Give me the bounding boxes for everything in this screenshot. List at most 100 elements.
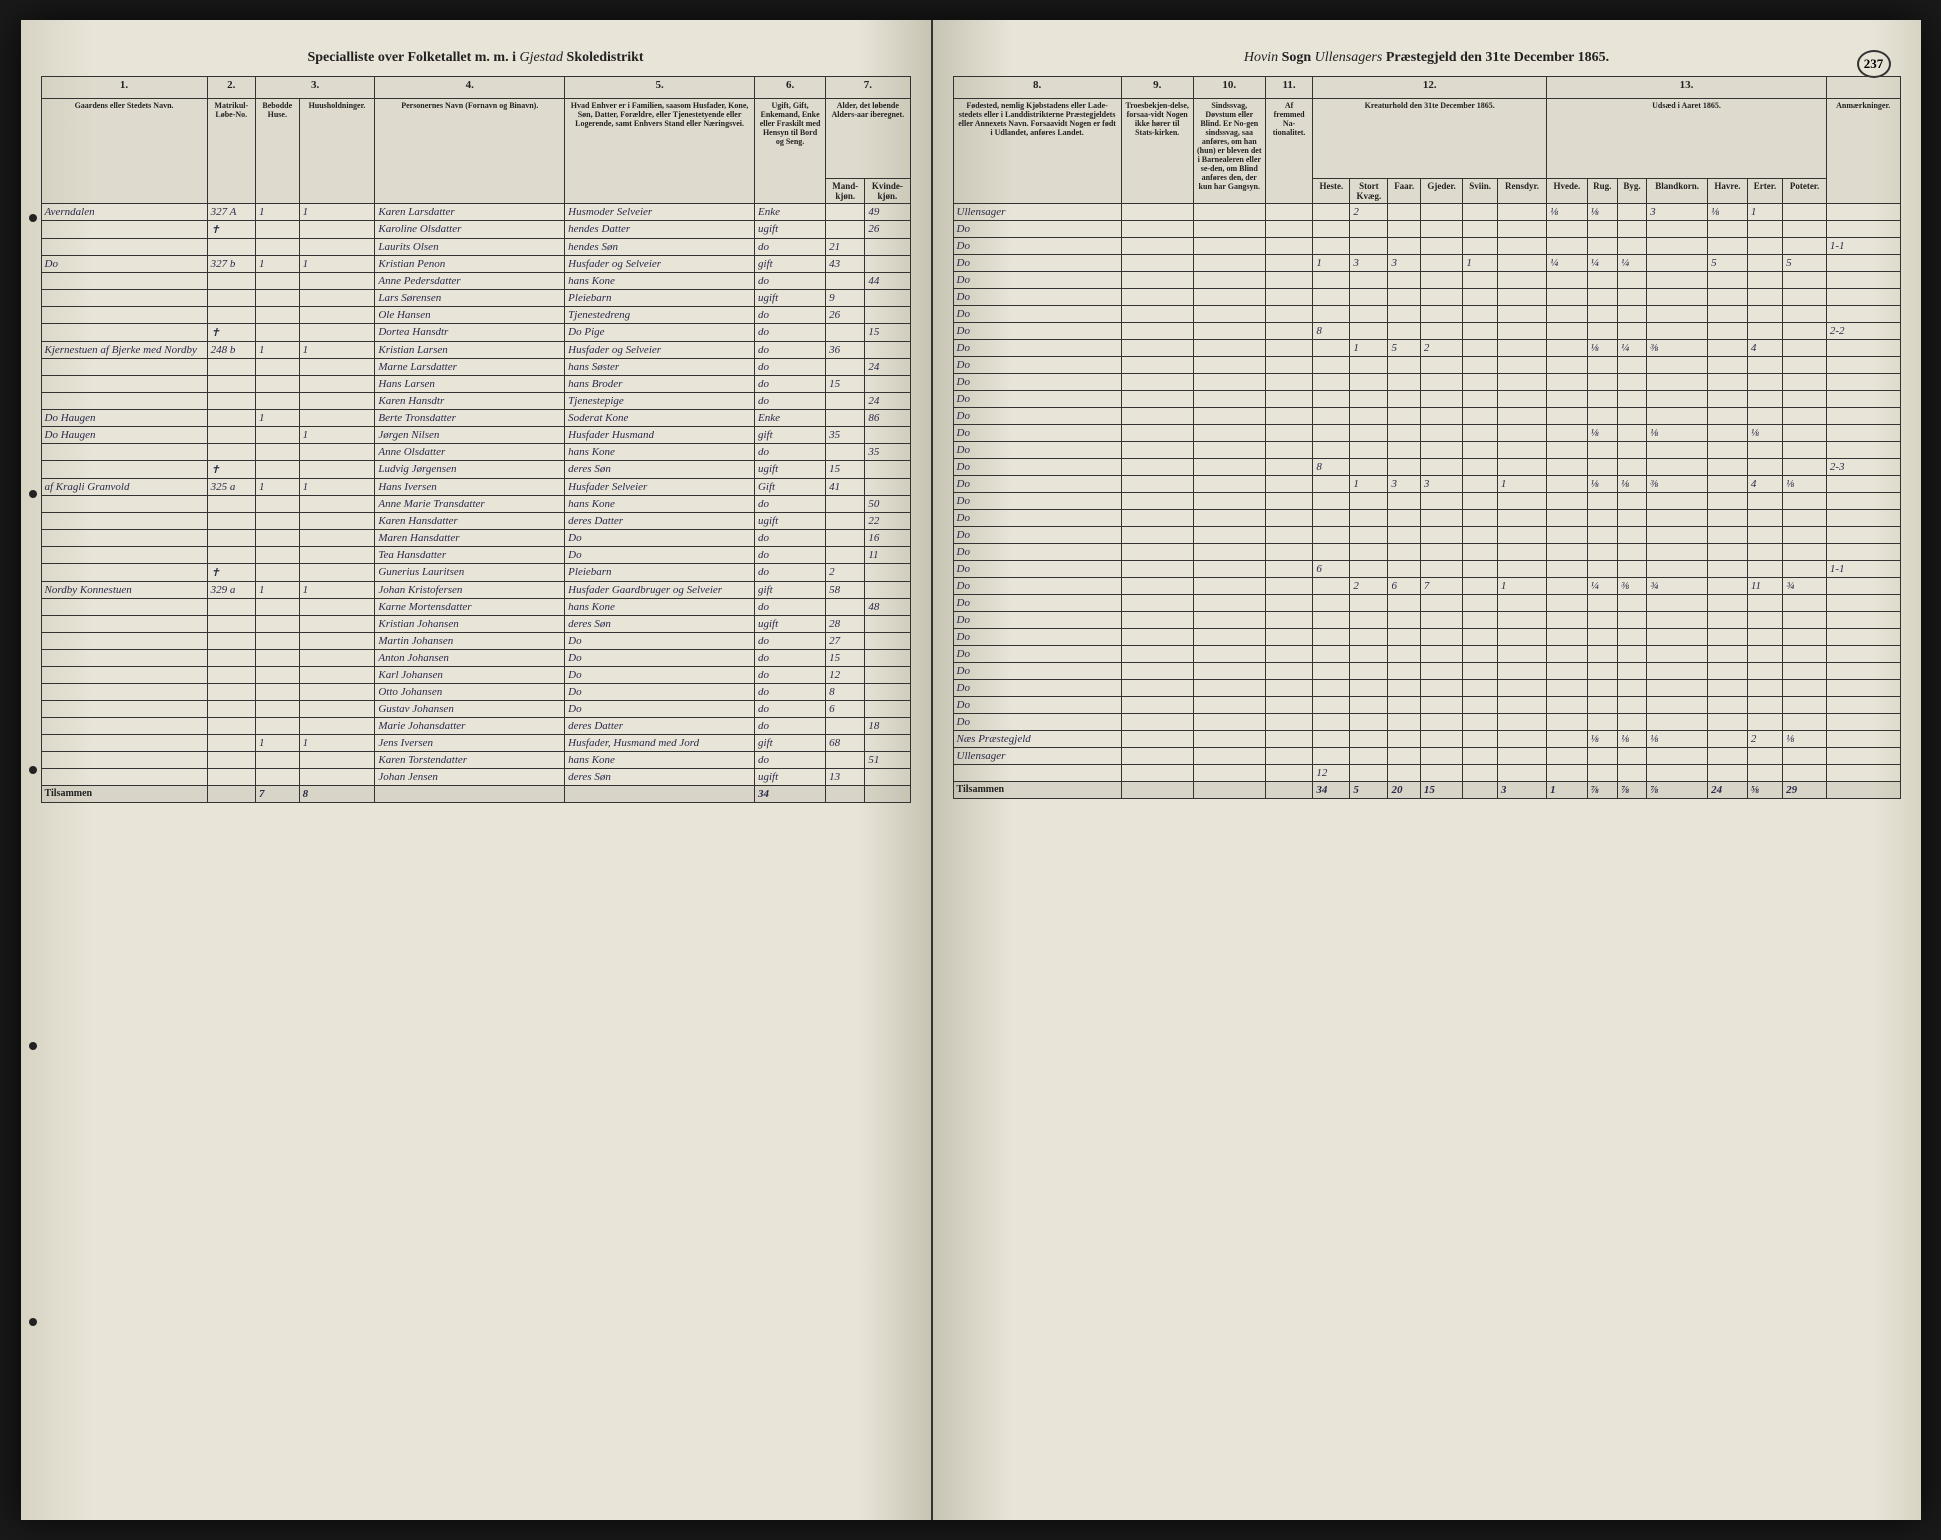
- cell-name: Marne Larsdatter: [375, 359, 565, 376]
- cell-c12-4: [1463, 748, 1498, 765]
- cell-r3: [1265, 493, 1313, 510]
- cell-c12-5: [1497, 714, 1546, 731]
- cell-c12-5: [1497, 510, 1546, 527]
- table-row: Do: [953, 612, 1900, 629]
- table-row: Do: [953, 289, 1900, 306]
- cell-c13-4: [1708, 578, 1748, 595]
- cell-r2: [1193, 408, 1265, 425]
- cell-hus: [255, 599, 299, 616]
- cell-mk: 41: [826, 479, 865, 496]
- cell-ann: [1826, 612, 1900, 629]
- fv3: 15: [1420, 782, 1463, 799]
- cell-c13-4: [1708, 612, 1748, 629]
- cell-c12-2: [1388, 391, 1420, 408]
- cell-c12-5: [1497, 731, 1546, 748]
- cell-c12-5: [1497, 408, 1546, 425]
- cell-c12-3: [1420, 646, 1463, 663]
- cell-c13-4: [1708, 357, 1748, 374]
- cell-c12-1: [1350, 374, 1388, 391]
- col8-num: 8.: [953, 77, 1121, 99]
- cell-c13-3: [1647, 357, 1708, 374]
- cell-place: [41, 307, 207, 324]
- cell-role: hendes Datter: [565, 221, 755, 239]
- cell-c12-4: [1463, 578, 1498, 595]
- cell-hh: [299, 616, 375, 633]
- table-row: Karl JohansenDodo12: [41, 667, 910, 684]
- table-row: af Kragli Granvold325 a11Hans IversenHus…: [41, 479, 910, 496]
- table-row: Johan Jensenderes Sønugift13: [41, 769, 910, 786]
- cell-c13-5: [1747, 221, 1782, 238]
- cell-ann: [1826, 578, 1900, 595]
- cell-r3: [1265, 561, 1313, 578]
- cell-r1: [1121, 238, 1193, 255]
- table-row: Laurits Olsenhendes Søndo21: [41, 239, 910, 256]
- cell-c12-4: [1463, 612, 1498, 629]
- cell-c13-0: [1547, 340, 1588, 357]
- cell-r3: [1265, 544, 1313, 561]
- cell-c12-5: [1497, 289, 1546, 306]
- cell-mk: 68: [826, 735, 865, 752]
- cell-r3: [1265, 442, 1313, 459]
- cell-mk: 13: [826, 769, 865, 786]
- cell-r0: Do: [953, 238, 1121, 255]
- cell-r2: [1193, 391, 1265, 408]
- left-page: Specialliste over Folketallet m. m. i Gj…: [21, 20, 933, 1520]
- cell-c12-0: 1: [1313, 255, 1350, 272]
- cell-c13-6: [1783, 323, 1827, 340]
- cell-mk: [826, 513, 865, 530]
- cell-c12-1: [1350, 221, 1388, 238]
- col5-head: Hvad Enhver er i Familien, saasom Husfad…: [565, 99, 755, 204]
- cell-c12-1: 2: [1350, 204, 1388, 221]
- table-row: Do1331¼¼¼55: [953, 255, 1900, 272]
- table-row: Karen HansdtrTjenestepigedo24: [41, 393, 910, 410]
- cell-r1: [1121, 459, 1193, 476]
- table-row: Anne Marie Transdatterhans Konedo50: [41, 496, 910, 513]
- cell-mno: 327 A: [207, 204, 255, 221]
- cell-r3: [1265, 340, 1313, 357]
- cell-r1: [1121, 680, 1193, 697]
- cell-name: Johan Jensen: [375, 769, 565, 786]
- cell-place: [41, 359, 207, 376]
- cell-c12-1: [1350, 459, 1388, 476]
- cell-c12-4: [1463, 731, 1498, 748]
- cell-place: [41, 735, 207, 752]
- cell-status: ugift: [754, 513, 825, 530]
- cell-mno: [207, 513, 255, 530]
- cell-role: Husfader Selveier: [565, 479, 755, 496]
- cell-status: do: [754, 718, 825, 735]
- cell-hus: 1: [255, 256, 299, 273]
- cell-c13-6: [1783, 748, 1827, 765]
- cell-c13-1: [1587, 595, 1617, 612]
- cell-mk: 2: [826, 564, 865, 582]
- cell-place: Nordby Konnestuen: [41, 582, 207, 599]
- cell-c12-4: [1463, 476, 1498, 493]
- cell-c12-0: [1313, 340, 1350, 357]
- cell-name: Karen Larsdatter: [375, 204, 565, 221]
- cell-c12-3: [1420, 544, 1463, 561]
- cell-name: Anne Pedersdatter: [375, 273, 565, 290]
- cell-kv: [865, 256, 910, 273]
- cell-r0: Do: [953, 391, 1121, 408]
- cell-c13-2: ¼: [1617, 340, 1646, 357]
- cell-r3: [1265, 697, 1313, 714]
- footer-hh: 8: [299, 786, 375, 803]
- cell-kv: [865, 479, 910, 496]
- cell-hus: [255, 564, 299, 582]
- cell-r3: [1265, 510, 1313, 527]
- cell-c13-3: [1647, 663, 1708, 680]
- cell-kv: 26: [865, 221, 910, 239]
- cell-hus: [255, 427, 299, 444]
- cell-ann: [1826, 680, 1900, 697]
- cell-c12-5: [1497, 340, 1546, 357]
- cell-c13-6: [1783, 629, 1827, 646]
- cell-c12-5: 1: [1497, 476, 1546, 493]
- cell-name: Karne Mortensdatter: [375, 599, 565, 616]
- cell-kv: 24: [865, 393, 910, 410]
- cell-kv: [865, 307, 910, 324]
- cell-c12-0: [1313, 238, 1350, 255]
- cell-ann: [1826, 731, 1900, 748]
- cell-c13-5: [1747, 663, 1782, 680]
- cell-r3: [1265, 680, 1313, 697]
- cell-r1: [1121, 323, 1193, 340]
- cell-c13-4: [1708, 272, 1748, 289]
